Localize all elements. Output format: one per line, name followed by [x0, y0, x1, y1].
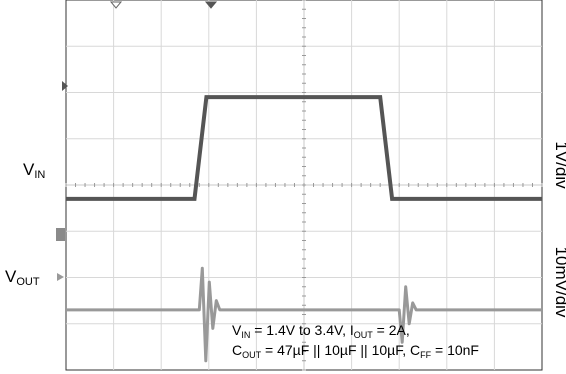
vin-channel-label: VIN: [23, 160, 45, 181]
scope-markers: [56, 1, 218, 281]
conditions-annotation-line1: VIN = 1.4V to 3.4V, IOUT = 2A,: [232, 322, 410, 340]
vin-trigger-level-marker: [62, 81, 68, 91]
conditions-annotation-line2: COUT = 47µF || 10µF || 10µF, CFF = 10nF: [232, 342, 479, 360]
time-reference-marker: [204, 1, 218, 9]
vout-ground-marker: [57, 273, 64, 281]
vout-scale-label: 10mV/div: [552, 247, 566, 318]
vout-channel-label: VOUT: [5, 267, 40, 288]
vin-scale-label: 1V/div: [552, 141, 566, 189]
channel-indicator: [56, 228, 65, 241]
trigger-position-marker: [109, 1, 123, 9]
vin-trace: [66, 95, 542, 201]
vout-trace: [66, 266, 542, 363]
scope-grid: [65, 0, 543, 371]
scope-traces: [66, 95, 542, 363]
